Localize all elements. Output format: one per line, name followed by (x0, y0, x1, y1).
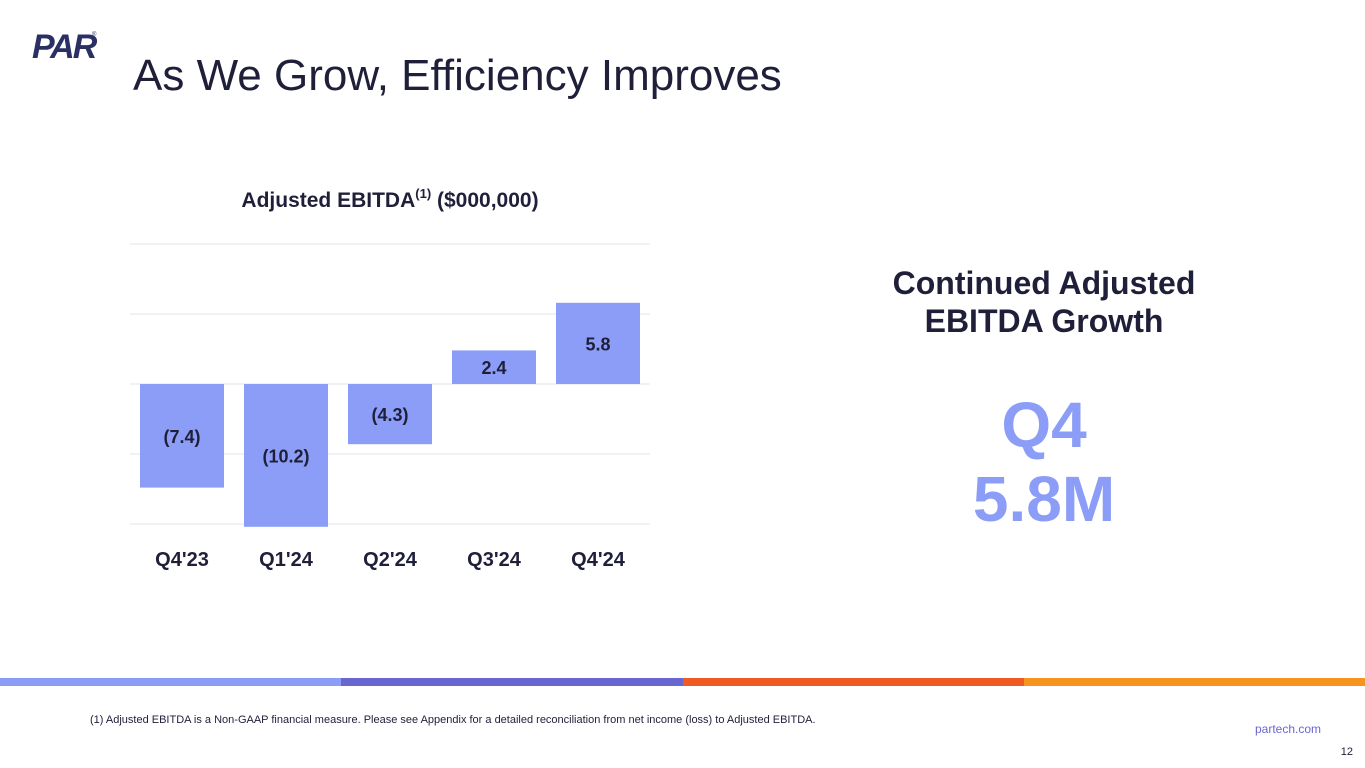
bar-q424 (556, 302, 640, 384)
chart-title-unit: ($000,000) (437, 189, 539, 212)
highlight-heading: Continued Adjusted EBITDA Growth (844, 264, 1244, 340)
website-link[interactable]: partech.com (1254, 722, 1321, 736)
category-label: Q3'24 (467, 549, 522, 571)
highlight-heading-line2: EBITDA Growth (924, 303, 1164, 339)
category-label: Q2'24 (363, 549, 418, 571)
highlight-stat: Q4 5.8M (844, 388, 1244, 536)
bar-q224 (348, 384, 432, 445)
data-label: 2.4 (481, 358, 506, 378)
bar-q324 (452, 350, 536, 384)
chart-title-footnote-ref: (1) (415, 186, 432, 201)
logo-text: PAR (32, 28, 97, 66)
data-label: (10.2) (262, 446, 309, 466)
bar-q423 (140, 384, 224, 488)
highlight-heading-line1: Continued Adjusted (892, 265, 1196, 301)
bar-q124 (244, 384, 328, 527)
ebitda-bar-chart: (7.4) Q4'23 (10.2) Q1'24 (4.3) Q2'24 2.4 Q3'24 5… (130, 243, 650, 571)
highlight-value: 5.8M (972, 463, 1116, 535)
category-label: Q4'23 (155, 549, 209, 571)
data-label: (4.3) (371, 405, 408, 425)
chart-title: Adjusted EBITDA(1) ($000,000) (130, 186, 650, 213)
page-number: 12 (1340, 746, 1353, 758)
brand-stripe-1 (0, 678, 341, 686)
brand-stripe-4 (1024, 678, 1365, 686)
slide-title: As We Grow, Efficiency Improves (133, 51, 782, 100)
chart-title-text: Adjusted EBITDA (241, 189, 416, 212)
data-label: (7.4) (163, 427, 200, 447)
par-logo: PAR ® (32, 28, 97, 66)
category-label: Q1'24 (259, 549, 314, 571)
brand-stripe-2 (341, 678, 683, 686)
footnote: (1) Adjusted EBITDA is a Non-GAAP financ… (90, 714, 816, 726)
brand-stripe-3 (683, 678, 1024, 686)
data-label: 5.8 (585, 334, 610, 354)
category-label: Q4'24 (571, 549, 626, 571)
highlight-quarter: Q4 (1001, 389, 1087, 461)
logo-trademark: ® (92, 32, 97, 38)
